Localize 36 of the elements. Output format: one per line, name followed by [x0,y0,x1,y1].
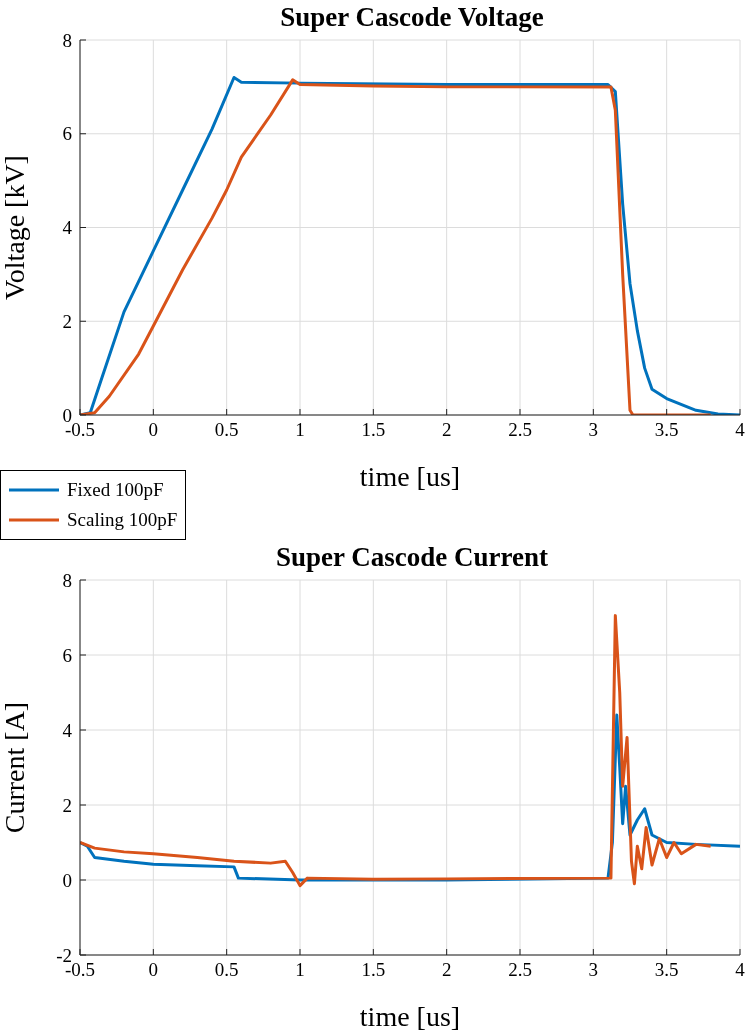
y-tick-label: 4 [62,719,73,741]
y-axis-title: Current [A] [0,701,30,834]
x-tick-label: 1 [295,419,305,441]
x-tick-label: 2 [441,419,452,441]
x-tick-label: 1.5 [361,959,386,981]
line-series [80,614,713,888]
x-axis-title: time [us] [359,461,461,492]
x-tick-label: 1 [295,959,305,981]
y-tick-label: 6 [62,123,72,145]
y-tick-label: 2 [62,794,72,816]
x-tick-label: 0 [148,419,159,441]
x-tick-label: 1.5 [361,419,386,441]
chart-title: Super Cascode Voltage [279,2,545,33]
y-tick-label: 6 [62,644,72,666]
x-tick-label: 4 [735,419,745,441]
x-tick-label: 0 [148,959,159,981]
x-tick-label: 3.5 [654,419,679,441]
legend-label: Scaling 100pF [67,509,178,531]
y-tick-label: 4 [62,217,73,239]
x-tick-label: 0.5 [214,419,239,441]
x-tick-label: 2 [441,959,452,981]
x-tick-label: 4 [735,959,745,981]
y-tick-label: 8 [62,29,72,51]
x-tick-label: 3 [588,419,599,441]
y-tick-label: 8 [62,569,72,591]
x-tick-label: 3 [588,959,599,981]
x-tick-label: 2.5 [508,959,532,981]
y-tick-label: 2 [62,310,72,332]
x-tick-label: 0.5 [214,959,239,981]
chart-title: Super Cascode Current [275,542,549,573]
x-tick-label: 2.5 [508,419,532,441]
x-axis-title: time [us] [359,1001,461,1032]
y-axis-title: Voltage [kV] [0,155,30,300]
y-tick-label: 0 [62,869,72,891]
x-tick-label: 3.5 [654,959,679,981]
legend-label: Fixed 100pF [67,479,164,501]
